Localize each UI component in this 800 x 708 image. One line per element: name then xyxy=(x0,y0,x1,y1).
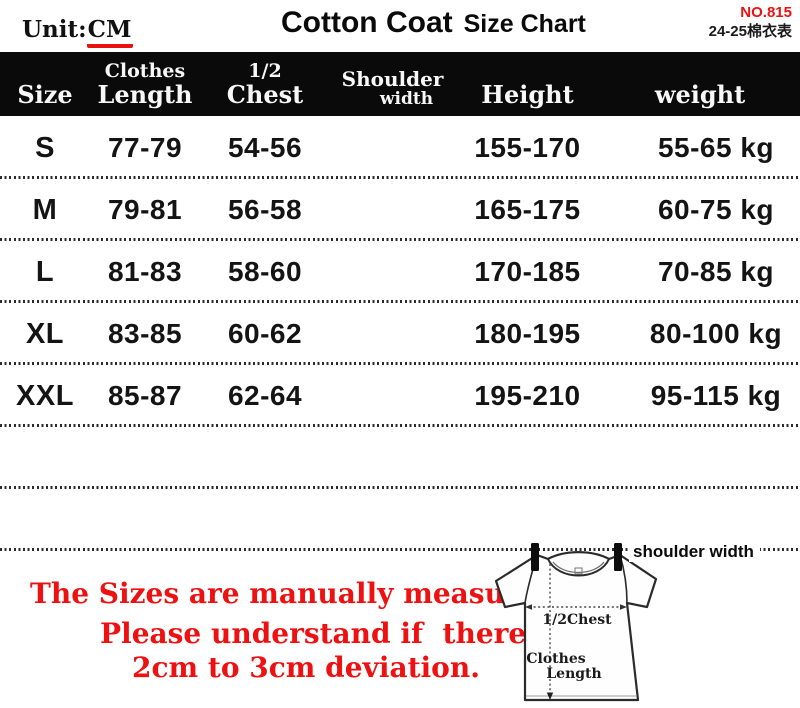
header-half-label: 1/2 xyxy=(248,59,282,82)
table-row-l: L 81-83 58-60 170-185 70-85 kg xyxy=(0,241,800,303)
header-col-shoulder-width: Shoulder width xyxy=(330,52,455,116)
cell-size: XL xyxy=(25,317,65,350)
cell-weight: 55-65 kg xyxy=(657,132,775,163)
collar-rib-line xyxy=(552,561,605,573)
header-chest-label: Chest xyxy=(226,80,304,110)
table-row-empty-1 xyxy=(0,427,800,489)
table-header-bar: Size Clothes Length 1/2 Chest Shoulder w… xyxy=(0,52,800,116)
cell-height: 195-210 xyxy=(474,380,581,411)
tshirt-diagram: 1/2Chest Clothes Length xyxy=(494,543,658,702)
right-shoulder-marker xyxy=(614,543,622,571)
cell-weight: 70-85 kg xyxy=(657,256,775,287)
title-main: Cotton Coat xyxy=(281,6,453,39)
header-shoulder-label: Shoulder xyxy=(341,66,444,91)
cell-chest: 60-62 xyxy=(227,318,303,349)
title-sub: Size Chart xyxy=(463,10,586,38)
shoulder-width-label: shoulder width xyxy=(629,542,760,562)
cell-weight: 80-100 kg xyxy=(649,318,783,349)
table-row-empty-2 xyxy=(0,489,800,551)
cell-size: XXL xyxy=(16,379,74,412)
header-width-label: width xyxy=(379,88,434,109)
length-arrow-bottom xyxy=(546,692,554,700)
header-col-height: Height xyxy=(455,52,600,116)
unit-prefix: Unit: xyxy=(22,16,87,43)
table-row-xl: XL 83-85 60-62 180-195 80-100 kg xyxy=(0,303,800,365)
length-label: Length xyxy=(546,666,601,682)
cell-weight: 60-75 kg xyxy=(657,194,775,225)
cell-chest: 58-60 xyxy=(227,256,303,287)
header-weight-label: weight xyxy=(654,80,746,110)
size-table: S 77-79 54-56 155-170 55-65 kg M 79-81 5… xyxy=(0,117,800,551)
model-info: NO.815 24-25棉衣表 xyxy=(709,4,792,42)
model-number: NO.815 xyxy=(740,4,792,21)
half-chest-label: 1/2Chest xyxy=(542,612,612,628)
chest-arrow-left xyxy=(525,604,532,610)
cell-size: M xyxy=(32,193,58,226)
cell-length: 81-83 xyxy=(107,256,183,287)
header-length-label: Length xyxy=(97,80,193,110)
header-col-weight: weight xyxy=(600,52,800,116)
cell-height: 165-175 xyxy=(474,194,581,225)
clothes-label: Clothes xyxy=(526,651,585,667)
cell-size: L xyxy=(35,255,55,288)
header-col-size: Size xyxy=(0,52,90,116)
cell-chest: 54-56 xyxy=(227,132,303,163)
header-height-label: Height xyxy=(481,80,574,110)
left-shoulder-marker xyxy=(531,543,539,571)
page-title: Cotton Coat Size Chart xyxy=(281,6,586,40)
cell-height: 180-195 xyxy=(474,318,581,349)
cell-chest: 56-58 xyxy=(227,194,303,225)
header-col-clothes-length: Clothes Length xyxy=(90,52,200,116)
cell-weight: 95-115 kg xyxy=(650,380,782,411)
table-row-m: M 79-81 56-58 165-175 60-75 kg xyxy=(0,179,800,241)
header-col-half-chest: 1/2 Chest xyxy=(200,52,330,116)
table-row-xxl: XXL 85-87 62-64 195-210 95-115 kg xyxy=(0,365,800,427)
cell-length: 77-79 xyxy=(107,132,183,163)
collar-tag xyxy=(574,567,583,575)
cell-size: S xyxy=(35,131,55,164)
cell-length: 79-81 xyxy=(107,194,183,225)
header-size-label: Size xyxy=(17,80,73,110)
chest-arrow-right xyxy=(620,604,627,610)
header-clothes-label: Clothes xyxy=(104,59,186,82)
cell-height: 170-185 xyxy=(474,256,581,287)
unit-label: Unit:CM xyxy=(22,16,134,48)
cell-chest: 62-64 xyxy=(227,380,303,411)
cell-length: 85-87 xyxy=(107,380,183,411)
cell-length: 83-85 xyxy=(107,318,183,349)
cell-height: 155-170 xyxy=(474,132,581,163)
unit-value-underlined: CM xyxy=(86,16,134,48)
notice-line-3: 2cm to 3cm deviation. xyxy=(132,651,480,684)
model-description: 24-25棉衣表 xyxy=(708,22,792,40)
notice-line-1: The Sizes are manually measure xyxy=(30,577,538,610)
table-row-s: S 77-79 54-56 155-170 55-65 kg xyxy=(0,117,800,179)
